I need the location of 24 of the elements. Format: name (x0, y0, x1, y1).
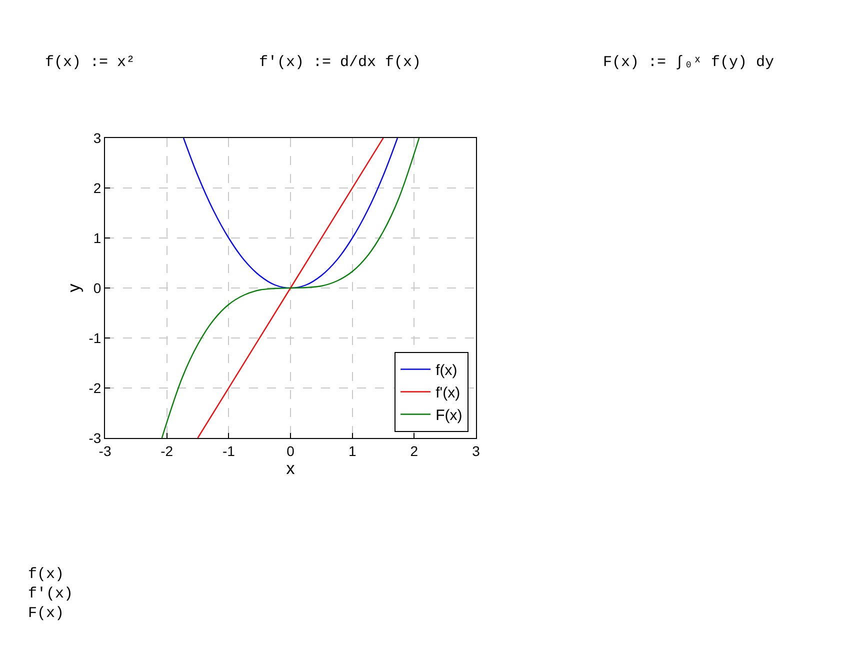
text: f(x) := x² (45, 54, 136, 71)
legend-label: f'(x) (436, 384, 460, 402)
y-tick-label: -3 (88, 430, 102, 446)
x-tick-label: 2 (410, 442, 418, 459)
x-axis-title: x (286, 459, 296, 478)
x-tick-label: 1 (348, 442, 356, 459)
text: f'(x) := d/dx f(x) (259, 54, 422, 71)
line-series (182, 138, 398, 289)
text: f(x) f'(x) F(x) (28, 566, 74, 622)
y-tick-label: 2 (93, 180, 102, 196)
x-tick-label: 0 (286, 442, 295, 459)
legend-label: f(x) (436, 362, 458, 380)
y-tick-label: 3 (93, 130, 102, 146)
legend-label: F(x) (436, 407, 462, 424)
text: F(x) := ∫₀ˣ f(y) dy (603, 54, 774, 71)
y-tick-label: 0 (93, 280, 102, 296)
y-tick-label: 1 (93, 230, 102, 246)
x-tick-label: -1 (222, 442, 236, 459)
x-tick-label: 3 (472, 442, 480, 459)
line-series (161, 138, 420, 438)
y-axis-title: y (64, 283, 84, 292)
x-tick-label: -2 (160, 442, 174, 459)
y-tick-label: -2 (88, 380, 102, 396)
y-tick-label: -1 (88, 330, 102, 346)
